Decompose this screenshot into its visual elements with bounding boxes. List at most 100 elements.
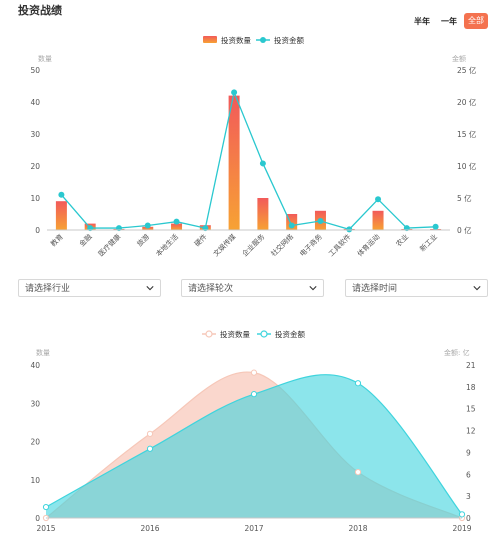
- x-tick-label: 工具软件: [327, 232, 353, 258]
- bar-体育运动: [372, 210, 384, 230]
- time-select[interactable]: 请选择时间: [345, 279, 488, 297]
- y-tick-right: 21: [466, 361, 476, 370]
- bar-本地生活: [171, 223, 183, 230]
- x-tick-label: 旅游: [135, 232, 151, 248]
- area-series-amount-point-2016: [146, 445, 154, 452]
- area-legend[interactable]: 投资数量 投资金额: [202, 329, 305, 339]
- line-point-本地生活: [173, 218, 180, 225]
- line-point-电子商务: [317, 218, 324, 225]
- y-tick-left: 30: [30, 130, 40, 139]
- line-point-新工业: [432, 223, 439, 230]
- legend-area1-label: 投资数量: [220, 329, 250, 339]
- area-series-count-point-2017: [250, 369, 258, 376]
- line-point-体育运动: [375, 196, 382, 203]
- industry-select-label: 请选择行业: [25, 284, 71, 294]
- legend-bar-label: 投资数量: [221, 35, 251, 45]
- x-tick-label: 新工业: [418, 232, 439, 253]
- range-half-year-button[interactable]: 半年: [414, 17, 430, 26]
- y-tick-left: 40: [30, 98, 40, 107]
- y-tick-right: 3: [466, 492, 471, 501]
- x-tick-label: 文娱传媒: [211, 232, 237, 258]
- area-series-amount-line: [45, 374, 463, 515]
- y-tick-left: 20: [30, 162, 40, 171]
- line-point-文娱传媒: [231, 89, 238, 96]
- y-tick-left: 50: [30, 66, 40, 75]
- bar-教育: [55, 201, 67, 230]
- legend-line-label: 投资金额: [274, 35, 304, 45]
- y-axis-right-label: 金额: [452, 54, 466, 63]
- line-point-社交网络: [288, 222, 295, 229]
- y-tick-right: 25 亿: [457, 65, 477, 75]
- y-tick-left: 30: [30, 399, 40, 408]
- line-point-工具软件: [346, 226, 353, 233]
- y-tick-right: 15: [466, 405, 476, 414]
- area-chart: 投资数量 投资金额 数量 金额: 亿 0 10 20 30 40 0 3 6 9 12 15 18 2…: [30, 329, 476, 533]
- area-series-amount-point-2015: [42, 503, 50, 511]
- round-select-label: 请选择轮次: [188, 284, 234, 294]
- x-tick-label: 电子商务: [298, 232, 324, 258]
- y-tick-left: 20: [30, 438, 40, 447]
- area-series-amount-point-2018: [354, 380, 362, 387]
- y-tick-left: 0: [35, 226, 40, 235]
- y-tick-right: 20 亿: [457, 97, 477, 107]
- y-tick-left: 40: [30, 361, 40, 370]
- area-series-count-point-2018: [354, 469, 362, 476]
- y-axis-left-label: 数量: [36, 348, 50, 357]
- legend-area2-marker: [260, 330, 268, 338]
- y-axis-left-label: 数量: [38, 54, 52, 63]
- bar-社交网络: [286, 214, 298, 230]
- y-tick-right: 6: [466, 470, 471, 479]
- line-series-amount: [60, 90, 436, 231]
- area-series-amount-point-2019: [458, 511, 466, 518]
- y-tick-right: 15 亿: [457, 129, 477, 139]
- x-tick-label: 体育运动: [355, 232, 381, 258]
- bar-企业服务: [257, 198, 269, 230]
- legend-bar-swatch: [203, 36, 217, 43]
- x-tick-label: 硬件: [192, 232, 208, 248]
- x-tick-label: 企业服务: [240, 232, 266, 258]
- line-point-教育: [58, 191, 65, 198]
- x-tick-label: 2017: [244, 524, 263, 533]
- line-point-旅游: [144, 222, 151, 229]
- y-tick-right: 0: [466, 514, 471, 523]
- x-tick-label: 本地生活: [154, 232, 180, 258]
- y-tick-right: 10 亿: [457, 161, 477, 171]
- y-tick-right: 5 亿: [457, 193, 472, 203]
- y-axis-right-label: 金额: 亿: [444, 348, 470, 357]
- round-select[interactable]: 请选择轮次: [181, 279, 324, 297]
- x-tick-label: 医疗健康: [96, 232, 122, 258]
- x-tick-label: 社交网络: [269, 232, 295, 258]
- industry-select[interactable]: 请选择行业: [18, 279, 161, 297]
- chevron-down-icon: [146, 286, 154, 291]
- y-tick-right: 12: [466, 427, 476, 436]
- legend-line-marker: [260, 37, 266, 43]
- bar-legend[interactable]: 投资数量 投资金额: [203, 35, 304, 45]
- time-select-label: 请选择时间: [352, 284, 398, 294]
- y-tick-right: 18: [466, 383, 476, 392]
- range-one-year-button[interactable]: 一年: [441, 17, 457, 26]
- chevron-down-icon: [473, 286, 481, 291]
- area-series-amount-point-2017: [250, 391, 258, 398]
- range-all-button[interactable]: 全部: [464, 13, 488, 29]
- x-tick-label: 教育: [49, 232, 65, 248]
- legend-area1-marker: [205, 330, 213, 338]
- x-tick-label: 2015: [36, 524, 55, 533]
- y-tick-left: 10: [30, 476, 40, 485]
- x-tick-label: 2018: [348, 524, 367, 533]
- x-tick-label: 2016: [140, 524, 159, 533]
- legend-area2-label: 投资金额: [275, 329, 305, 339]
- bar-line-chart: 投资数量 投资金额 数量 金额 0 10 20 30 40 50 0 亿 5 亿 10 亿 15…: [30, 35, 477, 258]
- y-tick-right: 9: [466, 448, 471, 457]
- y-tick-left: 0: [35, 514, 40, 523]
- x-tick-label: 2019: [452, 524, 471, 533]
- area-series-amount-fill: [46, 374, 462, 518]
- line-point-企业服务: [259, 160, 266, 167]
- y-tick-right: 0 亿: [457, 225, 472, 235]
- page-title: 投资战绩: [18, 4, 62, 17]
- area-series-count-point-2016: [146, 430, 154, 437]
- chevron-down-icon: [309, 286, 317, 291]
- bar-文娱传媒: [228, 95, 240, 230]
- x-tick-label: 农业: [394, 232, 410, 248]
- x-tick-label: 金融: [77, 232, 93, 248]
- y-tick-left: 10: [30, 194, 40, 203]
